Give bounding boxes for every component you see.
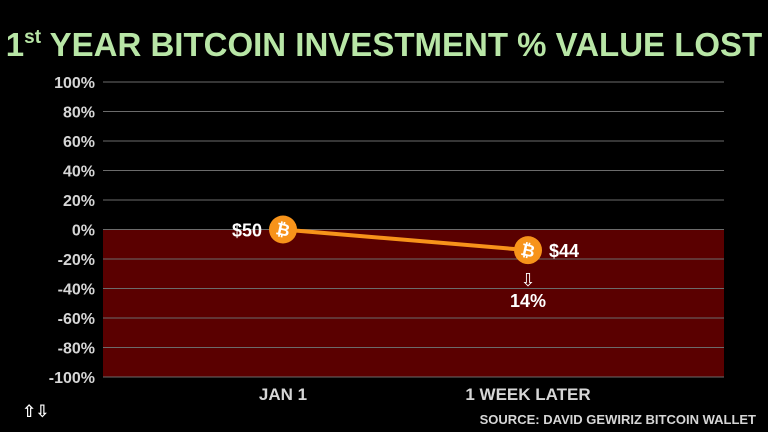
y-tick-label: -60% xyxy=(58,311,95,328)
y-tick-label: 60% xyxy=(63,134,95,151)
down-arrow-icon: ⇩ xyxy=(520,270,535,291)
bitcoin-icon-disc xyxy=(269,215,297,244)
title-prefix: 1 xyxy=(6,26,24,63)
data-label: $44 xyxy=(549,241,579,261)
loss-annotation: 14% xyxy=(510,291,546,311)
bitcoin-icon-glyph: ₿ xyxy=(274,219,292,241)
y-tick-label: -80% xyxy=(58,341,95,358)
y-tick-label: -40% xyxy=(58,282,95,299)
chart-title: 1st YEAR BITCOIN INVESTMENT % VALUE LOST xyxy=(6,26,762,63)
x-tick-label: JAN 1 xyxy=(259,385,307,404)
title-main: YEAR BITCOIN INVESTMENT % VALUE LOST xyxy=(41,26,762,63)
y-tick-label: 100% xyxy=(54,75,95,92)
bitcoin-icon: ₿ xyxy=(269,215,297,244)
bitcoin-icon-disc xyxy=(514,236,542,265)
bitcoin-icon-glyph: ₿ xyxy=(519,240,537,262)
y-tick-label: 0% xyxy=(72,223,95,240)
series-line xyxy=(281,227,530,253)
y-tick-label: -100% xyxy=(49,370,95,387)
scroll-arrows-icon[interactable]: ⇧⇩ xyxy=(22,402,49,422)
plot-area: 100% 80% 60% 40% 20% 0% -20% -40% -60% -80% -100% J… xyxy=(49,75,724,404)
source-note: SOURCE: DAVID GEWIRIZ BITCOIN WALLET xyxy=(480,412,756,427)
loss-region xyxy=(103,229,724,377)
y-tick-label: 20% xyxy=(63,193,95,210)
x-tick-label: 1 WEEK LATER xyxy=(465,385,590,404)
bitcoin-icon: ₿ xyxy=(514,236,542,265)
y-tick-label: 80% xyxy=(63,105,95,122)
data-label: $50 xyxy=(232,221,262,241)
y-tick-label: 40% xyxy=(63,164,95,181)
y-tick-label: -20% xyxy=(58,252,95,269)
title-superscript: st xyxy=(24,27,42,48)
